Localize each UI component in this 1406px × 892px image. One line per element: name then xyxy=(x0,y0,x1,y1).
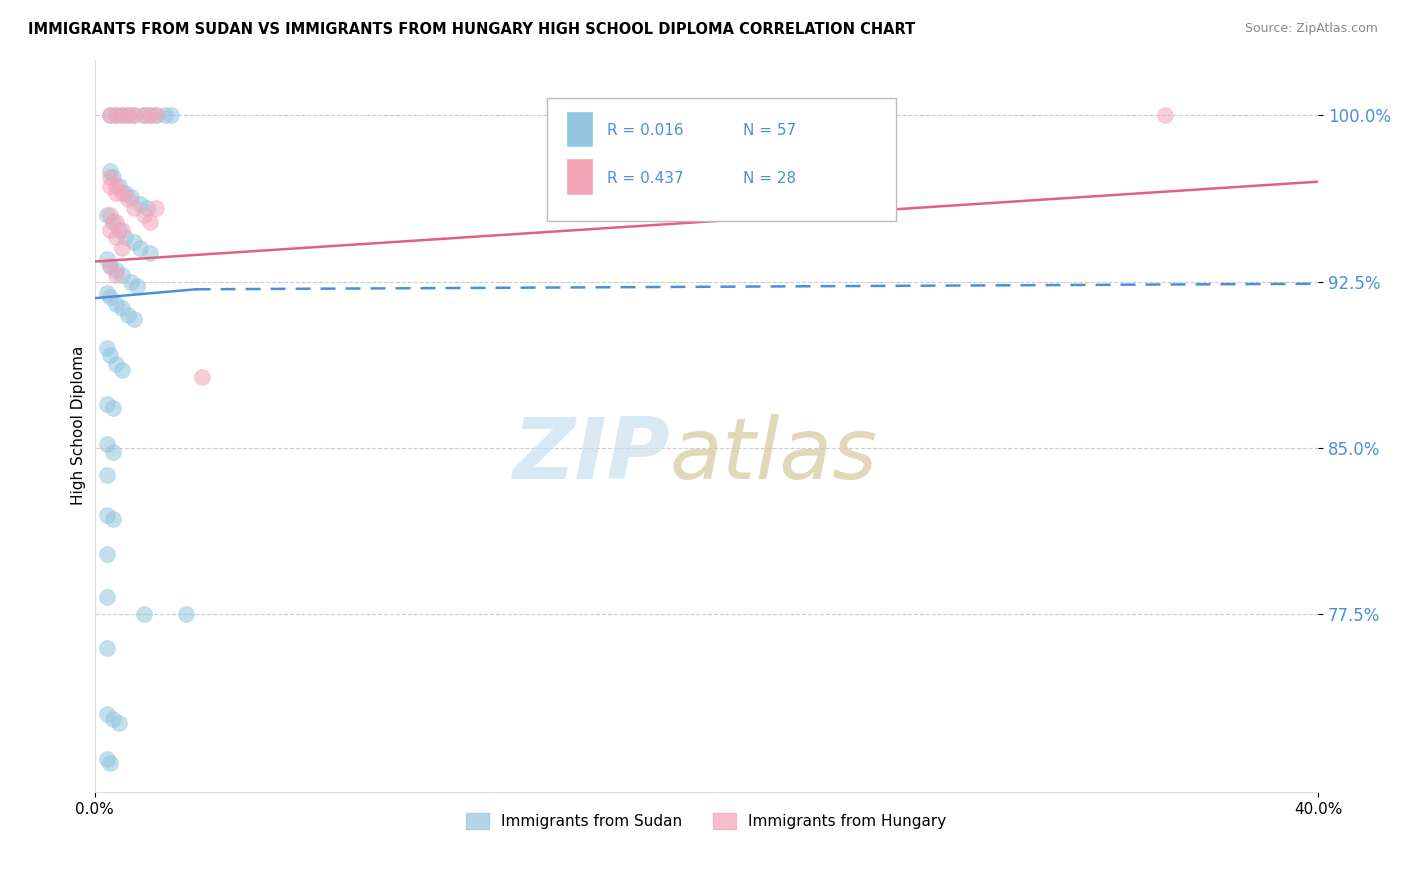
Point xyxy=(108,179,131,194)
Point xyxy=(117,193,139,207)
Text: IMMIGRANTS FROM SUDAN VS IMMIGRANTS FROM HUNGARY HIGH SCHOOL DIPLOMA CORRELATION: IMMIGRANTS FROM SUDAN VS IMMIGRANTS FROM… xyxy=(28,22,915,37)
Point xyxy=(145,108,167,122)
Point xyxy=(124,108,146,122)
Point xyxy=(138,245,160,260)
Point xyxy=(98,259,121,273)
Y-axis label: High School Diploma: High School Diploma xyxy=(72,346,86,506)
Point xyxy=(145,202,167,216)
Point xyxy=(96,396,118,410)
Legend: Immigrants from Sudan, Immigrants from Hungary: Immigrants from Sudan, Immigrants from H… xyxy=(460,807,953,836)
Point xyxy=(111,363,134,377)
Point xyxy=(117,108,139,122)
Point xyxy=(98,208,121,222)
Point xyxy=(124,108,146,122)
Point xyxy=(124,235,146,249)
Point xyxy=(1154,108,1177,122)
Point xyxy=(108,223,131,237)
Point xyxy=(98,223,121,237)
Point xyxy=(111,241,134,255)
Point xyxy=(104,186,127,200)
Point xyxy=(96,548,118,562)
Point xyxy=(104,263,127,277)
Point xyxy=(117,108,139,122)
Text: ZIP: ZIP xyxy=(512,414,669,497)
Point xyxy=(111,268,134,282)
Point xyxy=(132,108,155,122)
Bar xyxy=(565,111,592,147)
Point xyxy=(98,756,121,771)
Point xyxy=(104,268,127,282)
Point xyxy=(132,208,155,222)
Point xyxy=(176,607,198,622)
Point xyxy=(114,186,136,200)
Point xyxy=(96,285,118,300)
Point xyxy=(111,186,134,200)
FancyBboxPatch shape xyxy=(547,98,896,220)
Point xyxy=(98,290,121,304)
Point xyxy=(101,170,124,185)
Point xyxy=(104,108,127,122)
Point xyxy=(108,716,131,731)
Point xyxy=(111,108,134,122)
Point xyxy=(96,208,118,222)
Point xyxy=(101,445,124,459)
Point xyxy=(127,279,149,293)
Point xyxy=(96,752,118,766)
Point xyxy=(98,259,121,273)
Point xyxy=(98,348,121,362)
Point xyxy=(101,214,124,228)
Point xyxy=(111,108,134,122)
Point xyxy=(111,223,134,237)
Text: N = 57: N = 57 xyxy=(744,123,796,138)
Point xyxy=(96,252,118,267)
Point xyxy=(101,512,124,526)
Point xyxy=(104,108,127,122)
Point xyxy=(120,190,142,204)
Point xyxy=(96,341,118,355)
Point xyxy=(132,108,155,122)
Point xyxy=(104,296,127,310)
Point xyxy=(138,108,160,122)
Text: R = 0.437: R = 0.437 xyxy=(607,171,683,186)
Point xyxy=(101,712,124,726)
Point xyxy=(124,312,146,326)
Point xyxy=(96,508,118,522)
Point xyxy=(160,108,183,122)
Point xyxy=(129,241,152,255)
Point xyxy=(135,202,157,216)
Point xyxy=(101,401,124,415)
Point xyxy=(145,108,167,122)
Point xyxy=(138,214,160,228)
Point xyxy=(190,370,212,384)
Point xyxy=(98,179,121,194)
Point xyxy=(138,108,160,122)
Point xyxy=(98,108,121,122)
Text: Source: ZipAtlas.com: Source: ZipAtlas.com xyxy=(1244,22,1378,36)
Point xyxy=(120,275,142,289)
Text: R = 0.016: R = 0.016 xyxy=(607,123,683,138)
Point xyxy=(96,436,118,450)
Point xyxy=(104,214,127,228)
Point xyxy=(96,640,118,655)
Point xyxy=(96,590,118,604)
Point xyxy=(114,230,136,244)
Text: atlas: atlas xyxy=(669,414,877,497)
Point xyxy=(153,108,176,122)
Point xyxy=(104,230,127,244)
Point xyxy=(98,170,121,185)
Point xyxy=(96,467,118,482)
Point xyxy=(98,163,121,178)
Point xyxy=(111,301,134,315)
Point xyxy=(104,179,127,194)
Point xyxy=(98,108,121,122)
Point xyxy=(96,707,118,722)
Point xyxy=(132,607,155,622)
Point xyxy=(104,357,127,371)
Point xyxy=(129,197,152,211)
Bar xyxy=(565,159,592,195)
Text: N = 28: N = 28 xyxy=(744,171,796,186)
Point xyxy=(117,308,139,322)
Point xyxy=(124,202,146,216)
